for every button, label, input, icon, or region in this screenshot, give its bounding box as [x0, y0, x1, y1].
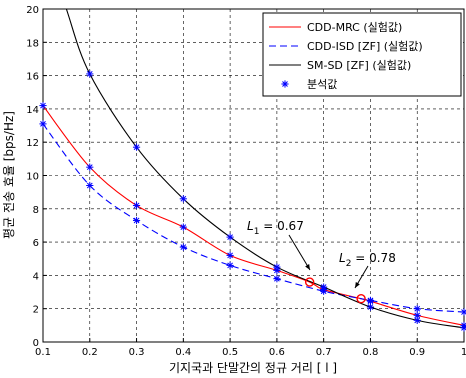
- y-tick-label: 2: [33, 305, 39, 316]
- analysis-marker: [226, 261, 234, 270]
- analysis-marker-stroke: [180, 224, 187, 230]
- y-tick-label: 14: [26, 105, 39, 116]
- annotation-letter: L: [339, 251, 346, 265]
- analysis-marker-stroke: [227, 234, 233, 240]
- analysis-marker: [413, 311, 421, 319]
- analysis-marker-stroke: [86, 71, 93, 77]
- x-axis-label: 기지국과 단말간의 정규 거리 [ l ]: [169, 361, 337, 375]
- analysis-marker: [86, 163, 94, 171]
- x-tick-label: 0.9: [409, 347, 425, 358]
- y-tick-label: 18: [26, 38, 39, 49]
- y-tick-label: 8: [33, 205, 39, 216]
- legend-label-3: SM-SD [ZF] (실험값): [307, 59, 411, 72]
- analysis-marker: [86, 181, 94, 190]
- analysis-marker-stroke: [320, 288, 327, 295]
- analysis-marker-stroke: [40, 121, 46, 127]
- annotation-arrowhead-2: [355, 282, 360, 288]
- y-tick-label: 10: [26, 172, 39, 183]
- annotation-arrow-1: [288, 234, 311, 271]
- analysis-marker: [132, 143, 141, 151]
- y-tick-label: 20: [26, 5, 39, 16]
- analysis-marker-stroke: [40, 102, 46, 109]
- analysis-marker: [366, 303, 375, 311]
- analysis-marker-stroke: [227, 252, 233, 259]
- x-tick-label: 0.4: [175, 347, 191, 358]
- x-tick-label: 0.7: [316, 347, 332, 358]
- y-tick-label: 12: [26, 138, 39, 149]
- legend-label-1: CDD-MRC (실험값): [307, 21, 402, 34]
- analysis-marker-stroke: [367, 298, 374, 305]
- analysis-marker: [132, 201, 141, 210]
- annotation-arrowhead-1: [305, 264, 310, 270]
- analysis-marker-stroke: [227, 262, 233, 269]
- x-tick-label: 0.8: [362, 347, 378, 358]
- analysis-marker-stroke: [274, 275, 280, 282]
- analysis-marker-stroke: [414, 305, 421, 312]
- annotation-value: = 0.78: [351, 251, 395, 265]
- analysis-marker: [39, 120, 47, 128]
- analysis-marker-stroke: [180, 195, 187, 202]
- y-tick-label: 16: [26, 72, 39, 83]
- analysis-marker: [39, 101, 47, 110]
- analysis-marker-stroke: [274, 267, 280, 274]
- axis-ticks: 0.1 0.2 0.3 0.4 0.5 0.6 0.7 0.8 0.9 1024681012141…: [26, 5, 466, 358]
- x-tick-label: 1: [461, 347, 466, 358]
- analysis-marker-stroke: [180, 244, 187, 250]
- analysis-marker: [179, 223, 187, 231]
- analysis-marker-stroke: [133, 144, 140, 151]
- y-tick-label: 6: [33, 238, 39, 249]
- x-tick-label: 0.3: [129, 347, 145, 358]
- analysis-marker: [132, 216, 141, 225]
- annotation-label-2: L2 = 0.78: [339, 251, 396, 269]
- analysis-marker-stroke: [133, 217, 140, 224]
- annotation-subscript: 2: [346, 259, 352, 269]
- annotation-circle-1: [304, 277, 315, 287]
- y-axis-label: 평균 전송 효율 [bps/Hz]: [2, 111, 16, 239]
- analysis-marker: [86, 70, 94, 78]
- x-tick-label: 0.2: [82, 347, 98, 358]
- analysis-marker-stroke: [133, 202, 140, 209]
- legend-marker-stroke: [282, 81, 288, 87]
- annotation-circle-2: [356, 294, 366, 304]
- analysis-marker-stroke: [414, 312, 421, 319]
- annotation-label-1: L1 = 0.67: [247, 219, 304, 237]
- series-line-3: [65, 9, 464, 329]
- marker-layer: [39, 70, 466, 332]
- legend-label-2: CDD-ISD [ZF] (실험값): [307, 40, 423, 53]
- analysis-marker-stroke: [367, 304, 374, 310]
- analysis-marker: [226, 233, 234, 241]
- legend-marker: [281, 80, 289, 88]
- analysis-marker: [179, 195, 187, 203]
- legend: CDD-MRC (실험값) CDD-ISD [ZF] (실험값) SM-SD [ZF…: [262, 12, 462, 97]
- x-tick-label: 0.6: [269, 347, 285, 358]
- annotation-letter: L: [247, 219, 254, 233]
- legend-label-4: 분석값: [307, 78, 337, 91]
- analysis-marker-stroke: [414, 317, 421, 324]
- x-tick-label: 0.1: [35, 347, 51, 358]
- y-tick-label: 4: [33, 271, 39, 282]
- analysis-marker: [413, 316, 421, 324]
- analysis-marker: [226, 251, 234, 260]
- analysis-marker: [413, 305, 421, 313]
- annotation-value: = 0.67: [259, 219, 303, 233]
- y-tick-label: 0: [33, 338, 39, 349]
- analysis-marker: [273, 275, 281, 283]
- analysis-marker-stroke: [86, 164, 93, 171]
- x-tick-label: 0.5: [222, 347, 238, 358]
- analysis-marker: [320, 287, 328, 295]
- analysis-marker-stroke: [86, 182, 93, 189]
- analysis-marker: [273, 266, 281, 275]
- annotation-subscript: 1: [254, 227, 260, 237]
- analysis-marker: [179, 243, 187, 251]
